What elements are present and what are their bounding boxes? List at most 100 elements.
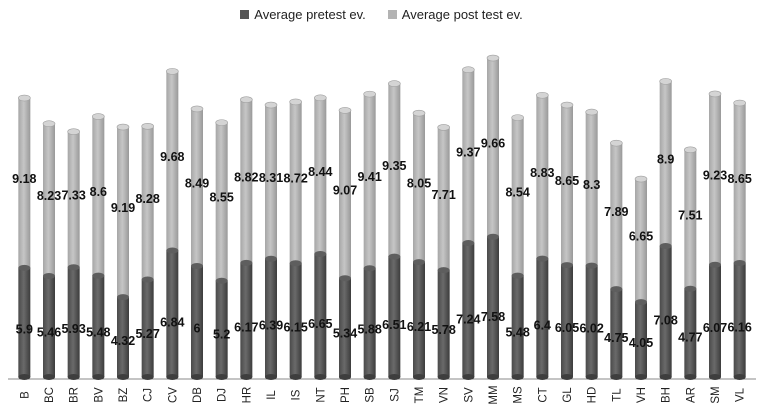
bar-posttest-BZ <box>117 127 129 298</box>
bar-base-cap <box>265 374 277 380</box>
bar-segment-joint <box>67 264 80 271</box>
data-label-pretest: 5.93 <box>61 322 85 336</box>
bar-posttest-VH <box>635 179 647 303</box>
bar-pretest-TL <box>610 289 623 377</box>
bar-top-cap <box>190 105 204 113</box>
data-label-posttest: 8.65 <box>555 174 579 188</box>
bar-posttest-MS <box>511 117 524 276</box>
data-label-pretest: 5.9 <box>16 322 33 336</box>
bar-posttest-BV <box>92 116 105 276</box>
category-label: CT <box>537 387 549 402</box>
bar-posttest-IL <box>265 105 277 259</box>
data-label-posttest: 9.68 <box>160 150 184 164</box>
bar-posttest-NT <box>314 97 327 254</box>
bar-pretest-PH <box>339 278 351 377</box>
bar-posttest-BH <box>659 81 672 247</box>
bar-posttest-BC <box>43 123 55 276</box>
category-label: SJ <box>389 388 401 401</box>
bar-posttest-HD <box>585 112 598 266</box>
bar-pretest-SJ <box>388 256 401 377</box>
bar-base-cap <box>610 374 623 380</box>
bar-base-cap <box>18 374 31 380</box>
bar-posttest-DJ <box>215 122 228 281</box>
bar-pretest-BZ <box>117 297 129 377</box>
bar-posttest-DB <box>191 108 203 266</box>
bar-top-cap <box>289 98 302 106</box>
bar-top-cap <box>314 94 327 102</box>
bar-pretest-NT <box>314 253 327 377</box>
data-label-pretest: 4.05 <box>629 336 653 350</box>
bar-base-cap <box>635 374 647 380</box>
bar-pretest-MM <box>487 236 499 377</box>
category-label: BR <box>69 387 81 403</box>
legend-item-posttest: Average post test ev. <box>387 7 523 22</box>
bar-posttest-VL <box>733 103 746 264</box>
bar-top-cap <box>486 54 500 62</box>
bar-pretest-VL <box>733 263 746 377</box>
data-label-pretest: 7.24 <box>456 312 480 326</box>
bar-posttest-TM <box>413 113 425 263</box>
bar-top-cap <box>264 101 278 109</box>
bar-segment-joint <box>18 264 31 271</box>
category-label: DJ <box>217 388 229 402</box>
category-label: PH <box>340 387 352 403</box>
bar-posttest-IS <box>289 101 302 264</box>
category-label: SB <box>365 387 377 403</box>
bar-top-cap <box>462 66 475 74</box>
data-label-posttest: 9.23 <box>703 168 727 182</box>
category-label: VH <box>636 387 648 403</box>
bar-posttest-MM <box>487 58 499 237</box>
data-label-pretest: 6.17 <box>234 320 258 334</box>
category-label: TL <box>611 388 623 402</box>
category-label: DB <box>192 387 204 403</box>
bar-base-cap <box>191 374 203 380</box>
bar-segment-joint <box>437 267 450 274</box>
category-label: IS <box>291 389 303 400</box>
data-label-pretest: 6.65 <box>308 317 332 331</box>
bar-pretest-GL <box>561 265 573 377</box>
bar-pretest-MS <box>511 275 524 377</box>
bar-segment-joint <box>43 272 55 279</box>
bar-segment-joint <box>709 261 721 268</box>
bar-segment-joint <box>339 275 351 282</box>
data-label-pretest: 6.39 <box>259 319 283 333</box>
data-label-posttest: 8.54 <box>505 186 529 200</box>
bar-pretest-BC <box>43 275 55 377</box>
bar-base-cap <box>733 374 746 380</box>
bar-posttest-B <box>18 98 31 268</box>
bar-base-cap <box>314 374 327 380</box>
bar-posttest-GL <box>561 105 573 266</box>
bar-top-cap <box>18 94 31 102</box>
bar-segment-joint <box>487 233 499 240</box>
bar-posttest-AR <box>684 149 697 289</box>
data-label-pretest: 6.21 <box>407 320 431 334</box>
bar-top-cap <box>684 146 697 154</box>
data-label-pretest: 5.46 <box>37 326 61 340</box>
bar-pretest-SB <box>363 268 376 377</box>
data-label-pretest: 6.02 <box>579 321 603 335</box>
bar-segment-joint <box>363 265 376 272</box>
legend-label-pretest: Average pretest ev. <box>254 6 366 22</box>
bar-posttest-SV <box>462 69 475 244</box>
bar-posttest-CV <box>166 71 179 251</box>
data-label-posttest: 8.44 <box>308 165 332 179</box>
bar-pretest-IL <box>265 258 277 377</box>
bar-segment-joint <box>585 262 598 269</box>
bar-posttest-TL <box>610 143 623 290</box>
data-label-posttest: 6.65 <box>629 230 653 244</box>
bar-top-cap <box>116 123 130 131</box>
bar-segment-joint <box>413 259 425 266</box>
bar-base-cap <box>709 374 721 380</box>
bar-pretest-BV <box>92 275 105 377</box>
bar-pretest-VH <box>635 302 647 377</box>
bar-segment-joint <box>166 247 179 254</box>
category-label: BC <box>44 387 56 403</box>
bar-top-cap <box>412 109 426 117</box>
bar-segment-joint <box>289 260 302 267</box>
bar-top-cap <box>511 114 524 121</box>
data-label-posttest: 7.51 <box>678 208 702 222</box>
bar-top-cap <box>610 139 623 147</box>
bar-top-cap <box>536 91 549 99</box>
data-label-posttest: 8.49 <box>185 176 209 190</box>
